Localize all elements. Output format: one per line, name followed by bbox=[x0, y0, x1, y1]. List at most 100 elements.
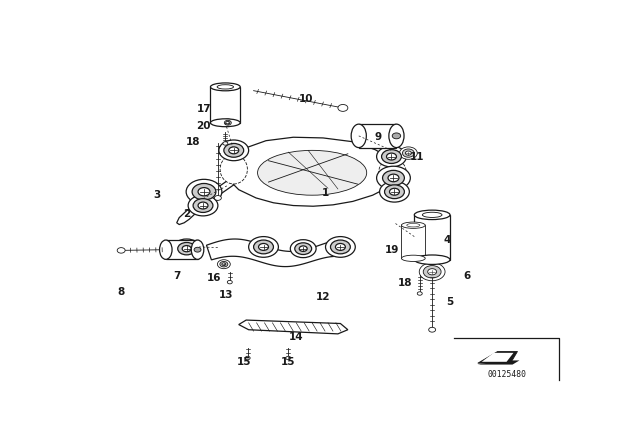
Text: 18: 18 bbox=[186, 137, 200, 147]
Text: 15: 15 bbox=[236, 358, 251, 367]
Circle shape bbox=[220, 262, 228, 267]
Circle shape bbox=[223, 142, 228, 145]
Circle shape bbox=[291, 240, 316, 258]
Circle shape bbox=[182, 246, 191, 252]
Text: 3: 3 bbox=[153, 190, 161, 200]
Circle shape bbox=[330, 240, 350, 254]
Text: 10: 10 bbox=[298, 94, 313, 103]
Text: 14: 14 bbox=[289, 332, 303, 342]
Ellipse shape bbox=[414, 210, 450, 220]
Circle shape bbox=[390, 188, 399, 195]
Text: 7: 7 bbox=[173, 271, 180, 281]
Circle shape bbox=[429, 327, 436, 332]
Text: 2: 2 bbox=[183, 209, 190, 219]
Circle shape bbox=[178, 242, 196, 255]
Circle shape bbox=[222, 263, 226, 266]
Circle shape bbox=[376, 166, 410, 190]
Text: 11: 11 bbox=[410, 152, 424, 162]
Text: 20: 20 bbox=[196, 121, 211, 131]
Circle shape bbox=[218, 260, 230, 269]
Circle shape bbox=[376, 146, 406, 167]
Polygon shape bbox=[478, 361, 520, 365]
Circle shape bbox=[403, 149, 414, 157]
Text: 4: 4 bbox=[444, 235, 451, 245]
Ellipse shape bbox=[191, 240, 204, 259]
Circle shape bbox=[253, 240, 273, 254]
Circle shape bbox=[428, 269, 436, 275]
Ellipse shape bbox=[220, 155, 248, 184]
Circle shape bbox=[117, 248, 125, 253]
Circle shape bbox=[383, 170, 404, 185]
Circle shape bbox=[387, 153, 396, 160]
Ellipse shape bbox=[211, 119, 240, 127]
Circle shape bbox=[335, 243, 346, 250]
Circle shape bbox=[380, 181, 410, 202]
Circle shape bbox=[192, 184, 216, 200]
Ellipse shape bbox=[257, 151, 367, 195]
Circle shape bbox=[300, 246, 307, 251]
Polygon shape bbox=[359, 124, 396, 147]
Circle shape bbox=[286, 356, 291, 360]
Circle shape bbox=[226, 121, 230, 124]
Ellipse shape bbox=[217, 85, 234, 89]
Circle shape bbox=[198, 202, 208, 209]
Circle shape bbox=[214, 195, 221, 200]
Ellipse shape bbox=[159, 240, 172, 259]
Circle shape bbox=[338, 104, 348, 112]
Text: 16: 16 bbox=[207, 273, 221, 283]
Circle shape bbox=[188, 195, 218, 216]
Circle shape bbox=[385, 185, 404, 198]
Text: 5: 5 bbox=[446, 297, 453, 307]
Text: 00125480: 00125480 bbox=[487, 370, 526, 379]
Polygon shape bbox=[239, 320, 348, 334]
Circle shape bbox=[381, 150, 401, 164]
Circle shape bbox=[399, 147, 417, 159]
Circle shape bbox=[326, 237, 355, 257]
Ellipse shape bbox=[194, 247, 201, 252]
Circle shape bbox=[227, 280, 232, 284]
Ellipse shape bbox=[414, 255, 450, 264]
Circle shape bbox=[295, 243, 312, 254]
Circle shape bbox=[245, 356, 250, 360]
Polygon shape bbox=[227, 137, 397, 206]
Circle shape bbox=[225, 121, 231, 125]
Text: 15: 15 bbox=[281, 358, 296, 367]
Circle shape bbox=[419, 263, 445, 281]
Text: 17: 17 bbox=[196, 104, 211, 114]
Polygon shape bbox=[207, 239, 348, 267]
Text: 12: 12 bbox=[316, 292, 330, 302]
Circle shape bbox=[224, 143, 244, 157]
Text: 1: 1 bbox=[322, 189, 329, 198]
Text: 6: 6 bbox=[463, 271, 470, 281]
Ellipse shape bbox=[389, 124, 404, 147]
Circle shape bbox=[228, 147, 239, 154]
Circle shape bbox=[259, 243, 269, 250]
Text: 8: 8 bbox=[118, 287, 125, 297]
Ellipse shape bbox=[401, 222, 425, 228]
Circle shape bbox=[173, 239, 200, 258]
Text: 13: 13 bbox=[219, 290, 234, 300]
Circle shape bbox=[388, 174, 399, 182]
Circle shape bbox=[222, 119, 233, 126]
Text: 18: 18 bbox=[397, 278, 412, 288]
Polygon shape bbox=[177, 180, 234, 224]
Ellipse shape bbox=[407, 224, 420, 227]
Ellipse shape bbox=[422, 212, 442, 217]
Text: 9: 9 bbox=[374, 132, 381, 142]
Polygon shape bbox=[478, 352, 518, 363]
Polygon shape bbox=[211, 87, 240, 123]
Ellipse shape bbox=[401, 255, 425, 262]
Circle shape bbox=[417, 292, 422, 295]
Ellipse shape bbox=[211, 83, 240, 91]
Polygon shape bbox=[166, 240, 198, 259]
Ellipse shape bbox=[392, 133, 401, 139]
Text: 19: 19 bbox=[385, 246, 399, 255]
Polygon shape bbox=[482, 353, 513, 362]
Circle shape bbox=[219, 140, 248, 161]
Ellipse shape bbox=[379, 159, 406, 185]
Circle shape bbox=[186, 179, 222, 204]
Polygon shape bbox=[401, 225, 425, 258]
Circle shape bbox=[248, 237, 278, 257]
Circle shape bbox=[193, 198, 213, 212]
Ellipse shape bbox=[351, 124, 366, 147]
